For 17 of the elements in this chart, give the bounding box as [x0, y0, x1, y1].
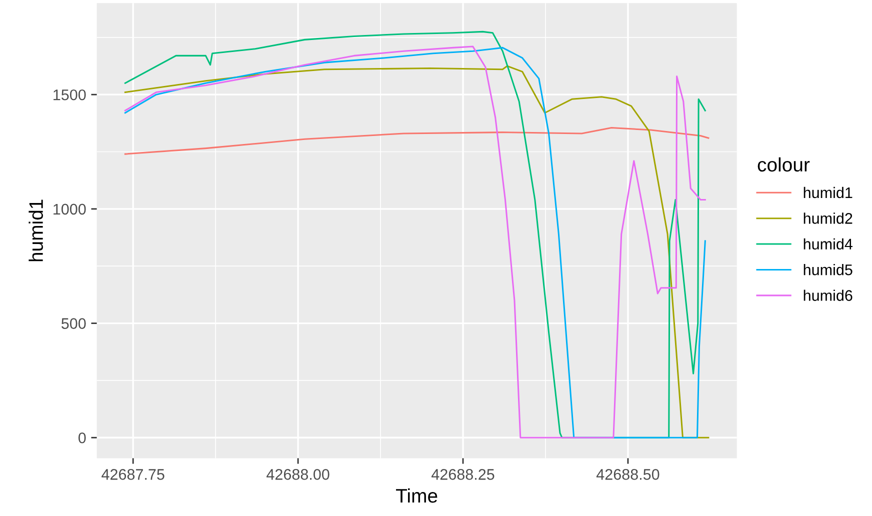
- x-tick-label: 42687.75: [102, 469, 164, 480]
- y-tick-label: 0: [78, 432, 86, 444]
- y-tick-label: 1000: [54, 204, 86, 215]
- line-series: [124, 126, 710, 155]
- legend-label: humid5: [804, 264, 852, 276]
- y-tick-label: 500: [62, 318, 86, 329]
- legend-title: colour: [758, 157, 810, 172]
- x-tick-label: 42688.25: [432, 469, 494, 480]
- y-tick-label: 1500: [54, 89, 86, 100]
- y-axis-title: humid1: [28, 200, 43, 262]
- legend-label: humid1: [804, 186, 852, 198]
- legend-label: humid4: [804, 238, 852, 250]
- legend-label: humid6: [804, 290, 852, 301]
- x-tick-label: 42688.50: [596, 469, 660, 480]
- x-axis-title: Time: [396, 488, 438, 503]
- x-tick-label: 42688.00: [266, 469, 330, 480]
- legend-label: humid2: [804, 212, 852, 224]
